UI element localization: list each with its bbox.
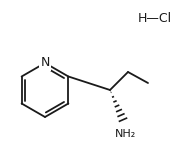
Text: H—Cl: H—Cl [138, 11, 172, 24]
Text: N: N [40, 57, 50, 70]
Text: NH₂: NH₂ [115, 129, 137, 139]
